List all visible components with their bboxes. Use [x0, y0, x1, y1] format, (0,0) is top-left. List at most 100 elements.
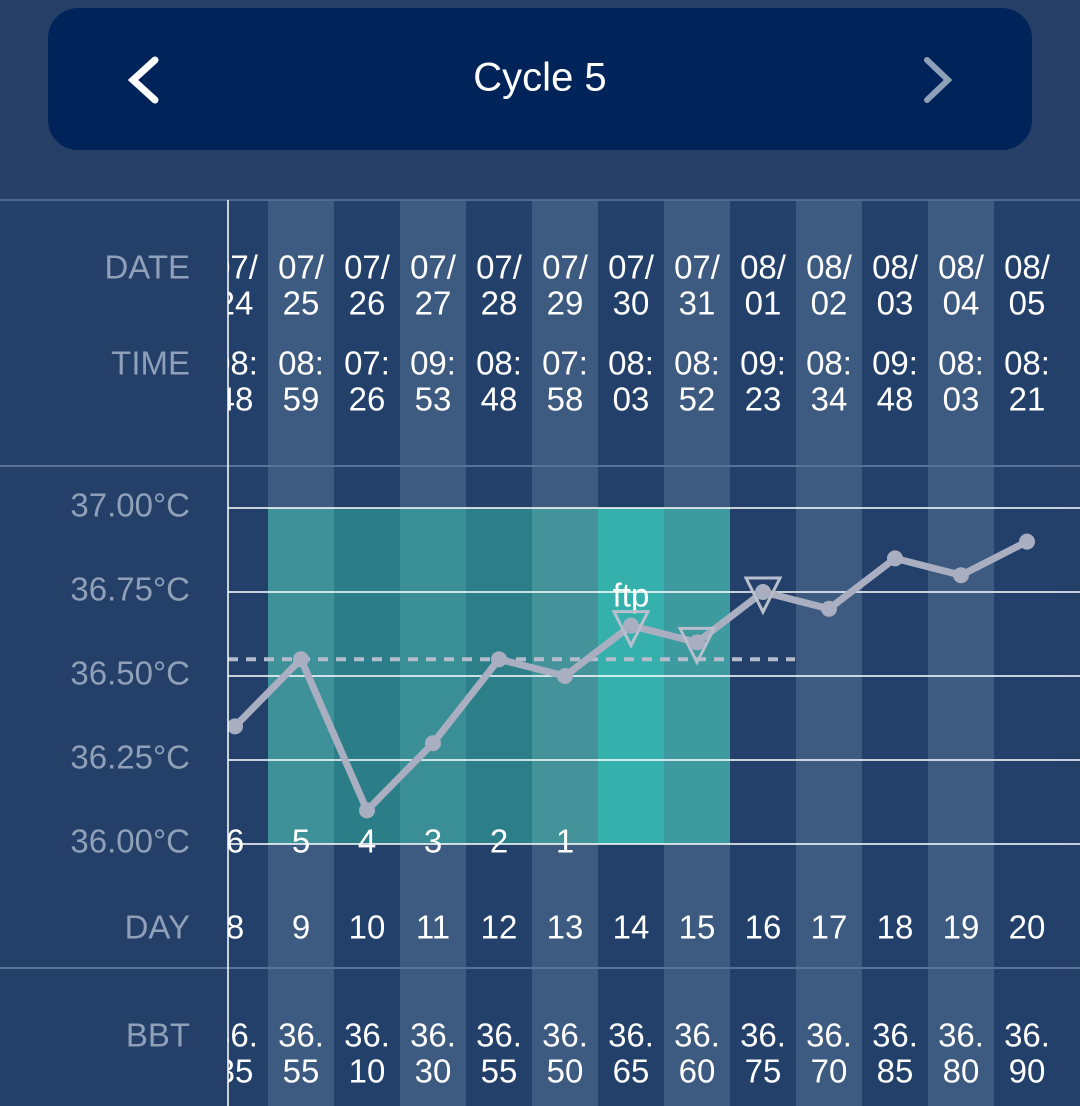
- date: 04: [943, 285, 980, 322]
- date: 25: [283, 285, 320, 322]
- day: 15: [679, 909, 716, 946]
- time: 09:: [740, 345, 786, 382]
- time: 34: [811, 381, 848, 418]
- bbt: 65: [613, 1053, 650, 1090]
- point: [755, 584, 771, 600]
- time: 59: [283, 381, 320, 418]
- row-label: DATE: [104, 249, 190, 286]
- bbt: 55: [481, 1053, 518, 1090]
- plot: [228, 507, 1080, 845]
- date: 28: [481, 285, 518, 322]
- day: 16: [745, 909, 782, 946]
- columns: 07/2408:48836.35607/2508:59936.55507/260…: [212, 200, 1060, 1106]
- bbt: 55: [283, 1053, 320, 1090]
- marker: [743, 576, 783, 616]
- prev-button[interactable]: [127, 56, 159, 104]
- time: 08:: [674, 345, 720, 382]
- time: 48: [877, 381, 914, 418]
- day: 17: [811, 909, 848, 946]
- point: [491, 651, 507, 668]
- date: 07/: [278, 249, 325, 286]
- bbt: 36.: [938, 1017, 984, 1054]
- bbt: 36.: [476, 1017, 522, 1054]
- y-tick-label: 36.50°C: [70, 655, 190, 692]
- countdown: 2: [490, 823, 508, 860]
- bbt: 90: [1009, 1053, 1046, 1090]
- countdown: 6: [226, 823, 244, 860]
- bbt: 36.: [410, 1017, 456, 1054]
- date: 05: [1009, 285, 1046, 322]
- annotation: ftp: [613, 577, 650, 614]
- date: 27: [415, 285, 452, 322]
- cycle-card: [48, 8, 1032, 150]
- day: 13: [547, 909, 584, 946]
- point: [953, 567, 969, 584]
- date: 07/: [476, 249, 523, 286]
- time: 08:: [938, 345, 984, 382]
- bbt: 36.: [1004, 1017, 1050, 1054]
- point: [293, 651, 309, 668]
- time: 58: [547, 381, 584, 418]
- date: 29: [547, 285, 584, 322]
- column-bg: [796, 200, 862, 1106]
- bbt: 85: [877, 1053, 914, 1090]
- bbt: 36.: [740, 1017, 786, 1054]
- bbt: 36.: [542, 1017, 588, 1054]
- bbt: 36.: [608, 1017, 654, 1054]
- date: 07/: [344, 249, 391, 286]
- time: 52: [679, 381, 716, 418]
- bbt: 70: [811, 1053, 848, 1090]
- day: 14: [613, 909, 650, 946]
- bbt: 30: [415, 1053, 452, 1090]
- time: 08:: [1004, 345, 1050, 382]
- y-tick-label: 37.00°C: [70, 487, 190, 524]
- bbt: 36.: [212, 1017, 258, 1054]
- bbt: 35: [217, 1053, 254, 1090]
- date: 08/: [1004, 249, 1051, 286]
- date: 26: [349, 285, 386, 322]
- date: 24: [217, 285, 254, 322]
- y-tick-label: 36.25°C: [70, 739, 190, 776]
- date: 30: [613, 285, 650, 322]
- date: 03: [877, 285, 914, 322]
- time: 21: [1009, 381, 1046, 418]
- day: 12: [481, 909, 518, 946]
- day: 20: [1009, 909, 1046, 946]
- day: 8: [226, 909, 244, 946]
- bbt: 36.: [806, 1017, 852, 1054]
- date: 08/: [938, 249, 985, 286]
- countdown: 3: [424, 823, 442, 860]
- time: 26: [349, 381, 386, 418]
- cycle-title: Cycle 5: [473, 56, 606, 100]
- date: 01: [745, 285, 782, 322]
- row-label: TIME: [111, 345, 190, 382]
- bbt: 60: [679, 1053, 716, 1090]
- time: 08:: [608, 345, 654, 382]
- point: [1019, 533, 1035, 550]
- point: [887, 550, 903, 567]
- date: 02: [811, 285, 848, 322]
- point: [425, 735, 441, 752]
- next-button[interactable]: [924, 57, 953, 103]
- date: 07/: [212, 249, 259, 286]
- time: 08:: [212, 345, 258, 382]
- day: 10: [349, 909, 386, 946]
- day: 19: [943, 909, 980, 946]
- time: 07:: [344, 345, 390, 382]
- point: [689, 634, 705, 651]
- column-bg: [928, 200, 994, 1106]
- time: 09:: [410, 345, 456, 382]
- row-label: DAY: [125, 909, 190, 946]
- bbt: 10: [349, 1053, 386, 1090]
- time: 03: [613, 381, 650, 418]
- time: 08:: [476, 345, 522, 382]
- time: 09:: [872, 345, 918, 382]
- time: 48: [481, 381, 518, 418]
- bbt: 36.: [674, 1017, 720, 1054]
- date: 07/: [542, 249, 589, 286]
- point: [821, 600, 837, 617]
- day: 11: [416, 909, 450, 946]
- time: 08:: [278, 345, 324, 382]
